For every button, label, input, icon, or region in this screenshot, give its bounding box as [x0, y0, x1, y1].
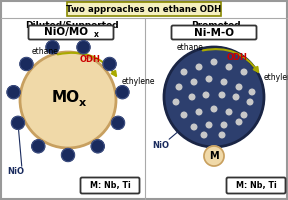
Circle shape — [46, 41, 59, 54]
Text: ethylene: ethylene — [264, 73, 288, 82]
Text: ethane: ethane — [32, 47, 58, 56]
Circle shape — [103, 57, 116, 70]
Circle shape — [191, 79, 197, 85]
Circle shape — [191, 124, 197, 130]
Circle shape — [62, 148, 75, 162]
Circle shape — [219, 132, 225, 138]
Text: NiO: NiO — [153, 140, 170, 150]
Circle shape — [204, 146, 224, 166]
Circle shape — [247, 99, 253, 105]
Circle shape — [20, 57, 33, 70]
FancyBboxPatch shape — [81, 178, 139, 194]
FancyBboxPatch shape — [171, 25, 257, 40]
Circle shape — [176, 84, 182, 90]
Circle shape — [221, 79, 227, 85]
Circle shape — [201, 132, 207, 138]
Text: MO: MO — [52, 90, 80, 106]
Text: M: M — [209, 151, 219, 161]
Circle shape — [206, 76, 212, 82]
FancyBboxPatch shape — [226, 178, 285, 194]
Circle shape — [181, 112, 187, 118]
Circle shape — [189, 94, 195, 100]
Circle shape — [226, 109, 232, 115]
Circle shape — [91, 140, 104, 153]
Circle shape — [219, 92, 225, 98]
Text: NiO: NiO — [7, 168, 24, 176]
Circle shape — [236, 119, 242, 125]
Text: Ni-M-O: Ni-M-O — [194, 27, 234, 38]
Circle shape — [241, 112, 247, 118]
Circle shape — [203, 92, 209, 98]
Text: ethane: ethane — [177, 44, 203, 52]
Circle shape — [111, 116, 124, 129]
Circle shape — [20, 52, 116, 148]
Text: x: x — [78, 98, 86, 108]
Circle shape — [12, 116, 24, 129]
Text: x: x — [94, 30, 98, 39]
Circle shape — [211, 106, 217, 112]
Text: Promoted: Promoted — [191, 21, 241, 29]
Text: ODH: ODH — [79, 55, 101, 64]
Text: M: Nb, Ti: M: Nb, Ti — [236, 181, 276, 190]
Circle shape — [221, 122, 227, 128]
Circle shape — [7, 86, 20, 99]
Text: Two approaches on ethane ODH: Two approaches on ethane ODH — [66, 4, 222, 14]
Circle shape — [196, 109, 202, 115]
Circle shape — [233, 94, 239, 100]
Circle shape — [206, 122, 212, 128]
Text: Diluted/Supported: Diluted/Supported — [25, 21, 119, 29]
Circle shape — [226, 64, 232, 70]
FancyBboxPatch shape — [67, 2, 221, 16]
Circle shape — [173, 99, 179, 105]
FancyBboxPatch shape — [29, 25, 113, 40]
Circle shape — [196, 64, 202, 70]
Text: ethylene: ethylene — [122, 77, 156, 86]
Text: ODH: ODH — [227, 52, 247, 62]
Circle shape — [77, 41, 90, 54]
Text: NiO/MO: NiO/MO — [44, 27, 88, 38]
Circle shape — [211, 59, 217, 65]
Circle shape — [241, 69, 247, 75]
Text: M: Nb, Ti: M: Nb, Ti — [90, 181, 130, 190]
Circle shape — [32, 140, 45, 153]
Circle shape — [164, 47, 264, 147]
Circle shape — [236, 84, 242, 90]
Circle shape — [181, 69, 187, 75]
Circle shape — [249, 89, 255, 95]
Circle shape — [116, 86, 129, 99]
